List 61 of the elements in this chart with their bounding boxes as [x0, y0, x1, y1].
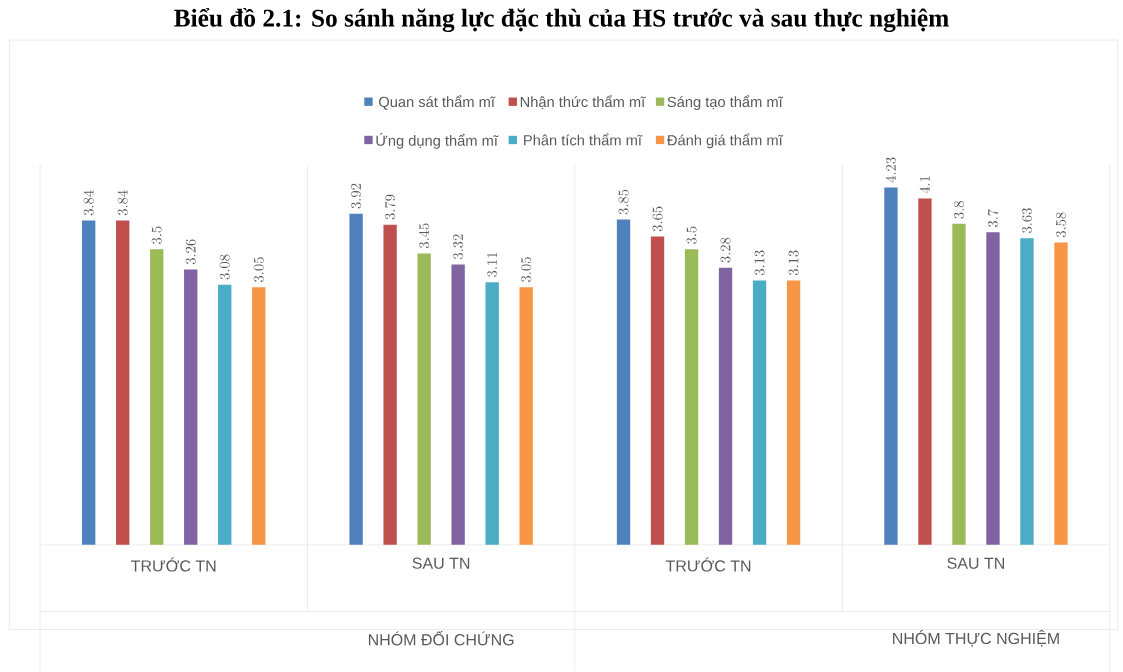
data-label: 3.45 [418, 223, 430, 249]
bar [349, 213, 363, 545]
data-label: 3.28 [720, 237, 731, 263]
data-label: 3. 13 [788, 250, 799, 276]
bar [184, 269, 198, 545]
data-label: 3. 11 [487, 252, 498, 277]
data-label: 3.32 [453, 234, 464, 260]
bar [150, 249, 164, 545]
bar [252, 287, 266, 545]
data-label: 3.63 [1021, 208, 1032, 233]
data-label: 3.5 [686, 226, 697, 244]
data-label: 3. 13 [754, 250, 765, 276]
data-label: 3.5 [151, 226, 162, 244]
data-label: 3.8 [953, 201, 964, 219]
bar [519, 287, 533, 545]
x-tick-label: SAU TN [412, 557, 470, 569]
bar [884, 187, 898, 545]
data-label: 3.26 [185, 239, 196, 265]
text: NHÓM ĐỐI CHỨNG [368, 631, 514, 646]
bar [684, 249, 699, 545]
bar [82, 220, 96, 545]
bar [451, 264, 465, 545]
data-label: 3.05 [253, 257, 264, 282]
bar [417, 253, 431, 545]
text: NHÓM THỰC NGHIỆM [893, 630, 1059, 647]
bar [952, 223, 966, 545]
bar [616, 219, 631, 545]
x-tick-label: TRƯỚC TN [665, 557, 751, 572]
x-tick-label: TRƯỚC TN [131, 557, 216, 572]
bar [786, 280, 801, 545]
bar [218, 284, 232, 545]
bar [752, 280, 767, 545]
bar [485, 282, 499, 545]
legend-label: Phân tích thẩm mĩ [524, 133, 643, 146]
data-label: 3.79 [384, 194, 396, 220]
bar [918, 198, 932, 545]
data-label: 4.23 [885, 157, 896, 183]
legend-label: Sáng tạo thẩm mĩ [667, 95, 784, 111]
x-tick-label: SAU TN [947, 557, 1004, 569]
bar [1020, 238, 1034, 545]
bar [116, 220, 130, 545]
bar [986, 232, 1000, 545]
bar [383, 224, 397, 545]
chart-title: Biểu đồ 2.1: So sánh năng lực đặc thù của HS trước và sau thực nghiệm [174, 8, 949, 33]
data-label: 3.58 [1055, 212, 1067, 238]
data-label: 3.84 [83, 190, 94, 216]
legend-label: Quan sát thẩm mĩ [379, 95, 496, 110]
legend-label: Ứng dụng thẩm mĩ [376, 133, 499, 149]
data-label: 3.05 [521, 257, 532, 282]
bar [1054, 242, 1068, 545]
data-label: 3.7 [987, 209, 998, 228]
data-label: 4. 1 [919, 176, 930, 194]
bar [650, 236, 665, 545]
data-label: 3.08 [219, 254, 230, 280]
bar [718, 267, 733, 545]
data-label: 3.84 [117, 190, 128, 216]
legend-label: Đánh giá thẩm mĩ [667, 133, 784, 149]
legend-label: Nhận thức thẩm mĩ [520, 95, 646, 110]
data-label: 3.85 [618, 189, 629, 215]
data-label: 3.65 [652, 206, 663, 232]
data-label: 3.92 [351, 183, 362, 209]
